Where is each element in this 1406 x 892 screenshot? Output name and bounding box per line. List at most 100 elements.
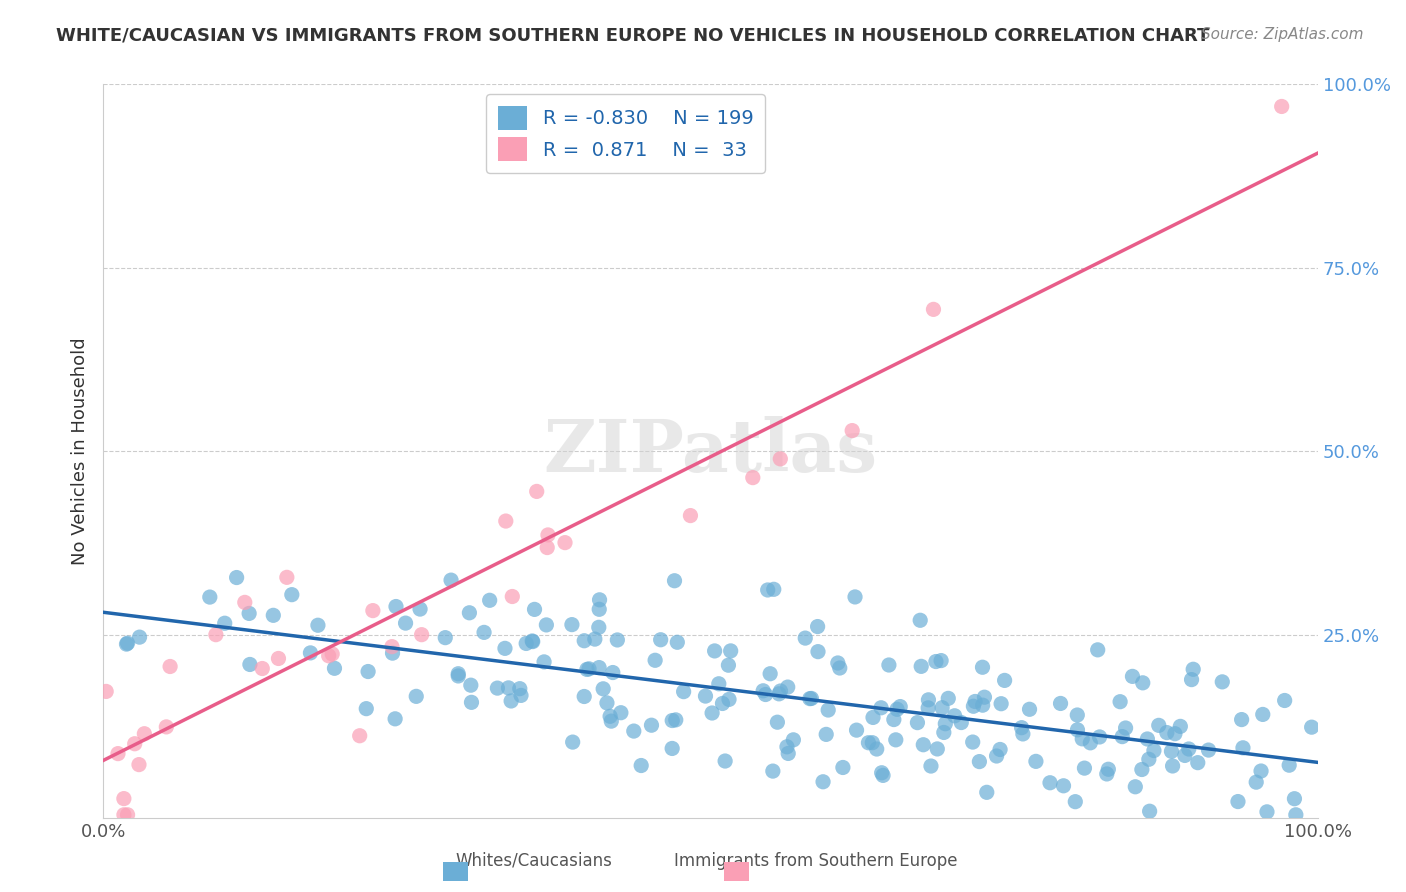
- Point: [664, 574, 686, 588]
- Point: [385, 599, 408, 614]
- Point: [1049, 697, 1071, 711]
- Point: [1088, 730, 1111, 744]
- Point: [561, 735, 583, 749]
- Point: [889, 699, 911, 714]
- Point: [323, 661, 346, 675]
- Point: [214, 616, 236, 631]
- Point: [1226, 795, 1249, 809]
- Point: [575, 662, 598, 676]
- Point: [782, 732, 804, 747]
- Point: [827, 656, 849, 670]
- Point: [588, 592, 610, 607]
- Point: [650, 632, 672, 647]
- Point: [554, 535, 576, 549]
- Text: Immigrants from Southern Europe: Immigrants from Southern Europe: [673, 852, 957, 870]
- Point: [695, 689, 717, 703]
- Point: [934, 716, 956, 731]
- Point: [922, 302, 945, 317]
- Point: [1139, 804, 1161, 818]
- Point: [703, 644, 725, 658]
- Point: [405, 690, 427, 704]
- Point: [1250, 764, 1272, 778]
- Point: [1097, 762, 1119, 776]
- Point: [741, 470, 763, 484]
- Point: [561, 617, 583, 632]
- Point: [908, 613, 931, 627]
- Point: [606, 632, 628, 647]
- Point: [800, 691, 823, 706]
- Point: [711, 697, 734, 711]
- Point: [817, 703, 839, 717]
- Point: [1121, 669, 1143, 683]
- Text: ZIPatlas: ZIPatlas: [544, 416, 877, 487]
- Point: [1301, 720, 1323, 734]
- Point: [1123, 780, 1146, 794]
- Point: [776, 739, 799, 754]
- Point: [769, 451, 792, 466]
- Point: [666, 635, 689, 649]
- Point: [112, 807, 135, 822]
- Point: [931, 700, 953, 714]
- Point: [1271, 99, 1294, 113]
- Point: [1087, 643, 1109, 657]
- Point: [523, 602, 546, 616]
- Point: [828, 661, 851, 675]
- Point: [460, 678, 482, 692]
- Point: [860, 736, 883, 750]
- Point: [501, 694, 523, 708]
- Point: [886, 702, 908, 716]
- Point: [1164, 727, 1187, 741]
- Point: [262, 608, 284, 623]
- Point: [1071, 731, 1094, 746]
- Point: [972, 698, 994, 713]
- Point: [198, 590, 221, 604]
- Point: [510, 689, 533, 703]
- Point: [307, 618, 329, 632]
- Point: [1156, 725, 1178, 739]
- Point: [811, 774, 834, 789]
- Point: [862, 710, 884, 724]
- Point: [1278, 758, 1301, 772]
- Point: [672, 684, 695, 698]
- Point: [458, 606, 481, 620]
- Point: [1244, 775, 1267, 789]
- Point: [460, 695, 482, 709]
- Point: [866, 742, 889, 756]
- Point: [600, 714, 623, 728]
- Legend: R = -0.830    N = 199, R =  0.871    N =  33: R = -0.830 N = 199, R = 0.871 N = 33: [486, 95, 765, 173]
- Point: [205, 628, 228, 642]
- Point: [910, 659, 932, 673]
- Point: [630, 758, 652, 772]
- Point: [498, 681, 520, 695]
- Point: [1052, 779, 1074, 793]
- Point: [588, 660, 610, 674]
- Point: [768, 687, 790, 701]
- Point: [920, 759, 942, 773]
- Point: [239, 657, 262, 672]
- Point: [917, 693, 939, 707]
- Point: [973, 690, 995, 705]
- Point: [610, 706, 633, 720]
- Point: [912, 738, 935, 752]
- Point: [318, 648, 340, 663]
- Point: [759, 666, 782, 681]
- Point: [112, 791, 135, 805]
- Point: [640, 718, 662, 732]
- Point: [252, 661, 274, 675]
- Point: [522, 634, 544, 648]
- Point: [574, 633, 596, 648]
- Point: [574, 690, 596, 704]
- Point: [478, 593, 501, 607]
- Point: [807, 619, 830, 633]
- Point: [883, 713, 905, 727]
- Point: [1198, 743, 1220, 757]
- Point: [1078, 736, 1101, 750]
- Point: [128, 757, 150, 772]
- Point: [588, 602, 610, 616]
- Point: [583, 632, 606, 646]
- Point: [515, 636, 537, 650]
- Point: [1111, 730, 1133, 744]
- Point: [434, 631, 457, 645]
- Point: [1232, 740, 1254, 755]
- Point: [1115, 721, 1137, 735]
